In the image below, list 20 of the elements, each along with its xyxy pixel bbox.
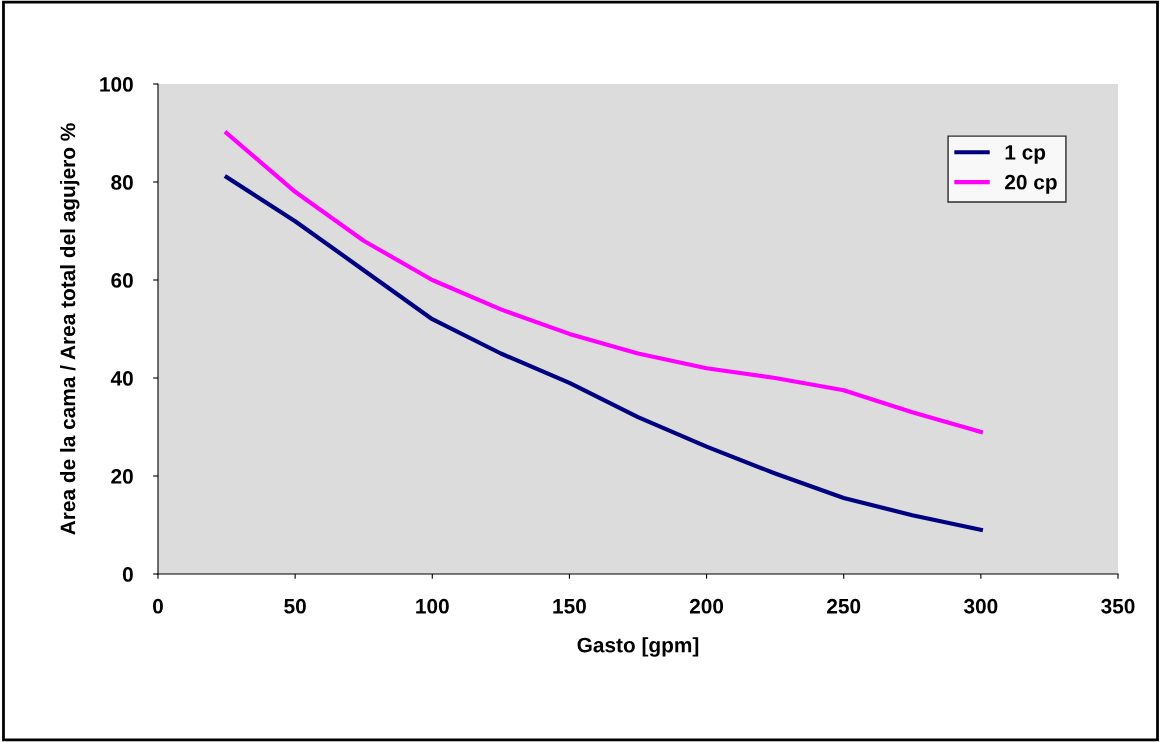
x-tick-label: 250 xyxy=(827,598,861,614)
legend-label: 1 cp xyxy=(1005,145,1046,164)
y-axis-title: Area de la cama / Area total del agujero % xyxy=(59,123,80,535)
x-tick-label: 0 xyxy=(153,598,163,614)
x-tick-label: 50 xyxy=(284,598,306,614)
x-tick-label: 150 xyxy=(553,598,586,614)
x-tick-label: 300 xyxy=(963,598,998,614)
line-series xyxy=(224,175,983,532)
y-tick-label: 100 xyxy=(100,77,133,92)
x-tick-label: 200 xyxy=(689,598,724,614)
x-tick-label: 100 xyxy=(416,598,449,614)
legend-label: 20 cp xyxy=(1005,174,1057,194)
x-tick-label: 350 xyxy=(1101,598,1135,614)
y-tick-label: 80 xyxy=(111,175,133,190)
x-axis-title: Gasto [gpm] xyxy=(577,637,699,657)
line-series xyxy=(224,130,983,434)
y-tick-label: 60 xyxy=(111,273,133,288)
y-tick-label: 20 xyxy=(111,469,133,484)
y-tick-label: 40 xyxy=(110,371,133,386)
y-tick-label: 0 xyxy=(122,567,133,582)
